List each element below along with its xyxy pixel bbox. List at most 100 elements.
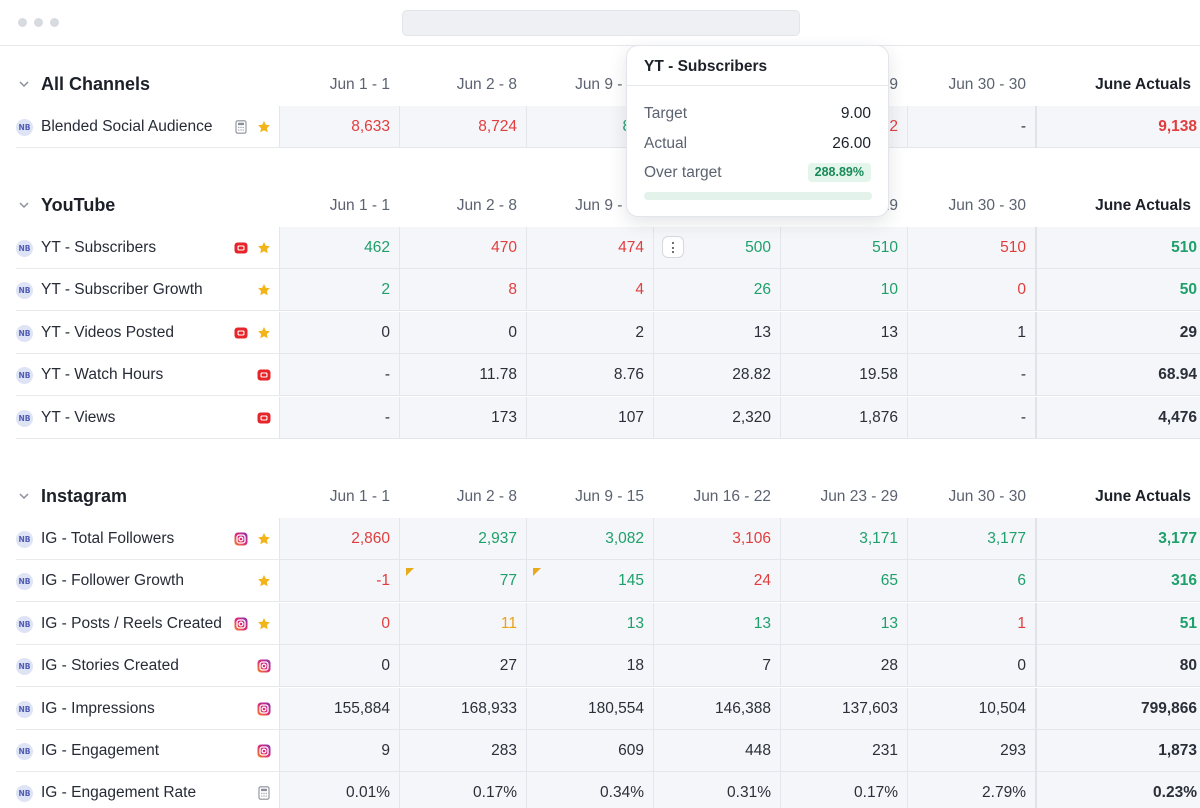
row-label[interactable]: NB YT - Videos Posted bbox=[16, 312, 279, 354]
value-cell[interactable]: 180,554 bbox=[526, 687, 653, 730]
value-cell[interactable]: 0 bbox=[399, 311, 526, 354]
value-cell[interactable]: 0 bbox=[907, 269, 1035, 312]
row-label[interactable]: NB IG - Posts / Reels Created bbox=[16, 603, 279, 645]
value-cell[interactable]: 2,320 bbox=[653, 396, 780, 439]
value-cell[interactable]: 0.17% bbox=[399, 772, 526, 808]
star-icon[interactable] bbox=[257, 120, 271, 134]
actual-cell[interactable]: 316 bbox=[1035, 560, 1200, 603]
value-cell[interactable]: 2,860 bbox=[279, 518, 399, 560]
value-cell[interactable]: 0 bbox=[279, 602, 399, 645]
star-icon[interactable] bbox=[257, 532, 271, 546]
value-cell[interactable]: 8.76 bbox=[526, 354, 653, 397]
star-icon[interactable] bbox=[257, 326, 271, 340]
row-label[interactable]: NB IG - Total Followers bbox=[16, 518, 279, 560]
value-cell[interactable]: 10 bbox=[780, 269, 907, 312]
value-cell[interactable]: 18 bbox=[526, 645, 653, 688]
value-cell[interactable]: 24 bbox=[653, 560, 780, 603]
row-label[interactable]: NB IG - Follower Growth bbox=[16, 560, 279, 603]
metric-name[interactable]: YT - Videos Posted bbox=[41, 323, 174, 341]
value-cell[interactable]: 283 bbox=[399, 730, 526, 772]
value-cell[interactable]: 462 bbox=[279, 227, 399, 269]
value-cell[interactable]: 0.17% bbox=[780, 772, 907, 808]
value-cell[interactable]: 6 bbox=[907, 560, 1035, 603]
column-header[interactable]: Jun 30 - 30 bbox=[948, 76, 1026, 93]
value-cell[interactable]: 510 bbox=[780, 227, 907, 269]
value-cell[interactable]: 13 bbox=[653, 602, 780, 645]
metric-name[interactable]: IG - Engagement Rate bbox=[41, 784, 197, 802]
value-cell[interactable]: 11 bbox=[399, 602, 526, 645]
window-dot[interactable] bbox=[34, 18, 43, 27]
metric-name[interactable]: IG - Impressions bbox=[41, 699, 155, 717]
value-cell[interactable]: 8,633 bbox=[279, 106, 399, 148]
value-cell[interactable]: - bbox=[907, 396, 1035, 439]
value-cell[interactable]: 19.58 bbox=[780, 354, 907, 397]
more-options-icon[interactable] bbox=[662, 236, 684, 258]
value-cell[interactable]: 1 bbox=[907, 602, 1035, 645]
value-cell[interactable]: 28.82 bbox=[653, 354, 780, 397]
row-label[interactable]: NB IG - Engagement bbox=[16, 730, 279, 772]
row-label[interactable]: NB YT - Views bbox=[16, 397, 279, 439]
value-cell[interactable]: 145 bbox=[526, 560, 653, 603]
value-cell[interactable]: 470 bbox=[399, 227, 526, 269]
actual-cell[interactable]: 4,476 bbox=[1035, 396, 1200, 439]
actual-cell[interactable]: 510 bbox=[1035, 227, 1200, 269]
value-cell[interactable]: 474 bbox=[526, 227, 653, 269]
value-cell[interactable]: 2 bbox=[279, 269, 399, 312]
column-header[interactable]: June Actuals bbox=[1095, 197, 1191, 214]
value-cell[interactable]: 11.78 bbox=[399, 354, 526, 397]
value-cell[interactable]: - bbox=[279, 396, 399, 439]
section-header[interactable]: All Channels Jun 1 - 1 Jun 2 - 8 Jun 9 - 15… bbox=[0, 63, 1200, 105]
value-cell[interactable]: - bbox=[279, 354, 399, 397]
metric-name[interactable]: YT - Subscriber Growth bbox=[41, 281, 203, 299]
star-icon[interactable] bbox=[257, 617, 271, 631]
actual-cell[interactable]: 68.94 bbox=[1035, 354, 1200, 397]
value-cell[interactable]: 3,177 bbox=[907, 518, 1035, 560]
value-cell[interactable]: 13 bbox=[780, 602, 907, 645]
column-header[interactable]: Jun 23 - 29 bbox=[820, 488, 898, 505]
value-cell[interactable]: 28 bbox=[780, 645, 907, 688]
value-cell[interactable]: 13 bbox=[526, 602, 653, 645]
value-cell[interactable]: 0.31% bbox=[653, 772, 780, 808]
window-dot[interactable] bbox=[50, 18, 59, 27]
value-cell[interactable]: 137,603 bbox=[780, 687, 907, 730]
value-cell[interactable]: 0 bbox=[279, 311, 399, 354]
value-cell[interactable]: 9 bbox=[279, 730, 399, 772]
value-cell[interactable]: 8 bbox=[399, 269, 526, 312]
actual-cell[interactable]: 29 bbox=[1035, 311, 1200, 354]
value-cell[interactable]: 27 bbox=[399, 645, 526, 688]
value-cell[interactable]: 13 bbox=[780, 311, 907, 354]
column-header[interactable]: Jun 1 - 1 bbox=[329, 197, 390, 214]
section-header[interactable]: Instagram Jun 1 - 1 Jun 2 - 8 Jun 9 - 15 Jun… bbox=[0, 475, 1200, 517]
row-label[interactable]: NB YT - Subscriber Growth bbox=[16, 269, 279, 312]
value-cell[interactable]: 293 bbox=[907, 730, 1035, 772]
chevron-down-icon[interactable] bbox=[18, 198, 30, 210]
value-cell[interactable]: 609 bbox=[526, 730, 653, 772]
metric-name[interactable]: IG - Follower Growth bbox=[41, 572, 184, 590]
row-label[interactable]: NB Blended Social Audience bbox=[16, 106, 279, 148]
actual-cell[interactable]: 3,177 bbox=[1035, 518, 1200, 560]
value-cell[interactable]: 231 bbox=[780, 730, 907, 772]
row-label[interactable]: NB IG - Engagement Rate bbox=[16, 772, 279, 808]
actual-cell[interactable]: 1,873 bbox=[1035, 730, 1200, 772]
value-cell[interactable]: 168,933 bbox=[399, 687, 526, 730]
value-cell[interactable]: 3,106 bbox=[653, 518, 780, 560]
value-cell[interactable]: 500 bbox=[653, 227, 780, 269]
value-cell[interactable]: 155,884 bbox=[279, 687, 399, 730]
column-header[interactable]: Jun 2 - 8 bbox=[456, 197, 517, 214]
value-cell[interactable]: 2.79% bbox=[907, 772, 1035, 808]
star-icon[interactable] bbox=[257, 574, 271, 588]
value-cell[interactable]: 2,937 bbox=[399, 518, 526, 560]
column-header[interactable]: Jun 30 - 30 bbox=[948, 197, 1026, 214]
actual-cell[interactable]: 799,866 bbox=[1035, 687, 1200, 730]
row-label[interactable]: NB YT - Watch Hours bbox=[16, 354, 279, 397]
value-cell[interactable]: 13 bbox=[653, 311, 780, 354]
metric-name[interactable]: IG - Total Followers bbox=[41, 530, 175, 547]
value-cell[interactable]: 65 bbox=[780, 560, 907, 603]
metric-name[interactable]: Blended Social Audience bbox=[41, 118, 213, 135]
metric-name[interactable]: IG - Posts / Reels Created bbox=[41, 614, 222, 632]
value-cell[interactable]: 3,082 bbox=[526, 518, 653, 560]
column-header[interactable]: Jun 2 - 8 bbox=[456, 488, 517, 505]
value-cell[interactable]: 3,171 bbox=[780, 518, 907, 560]
value-cell[interactable]: 8,724 bbox=[399, 106, 526, 148]
